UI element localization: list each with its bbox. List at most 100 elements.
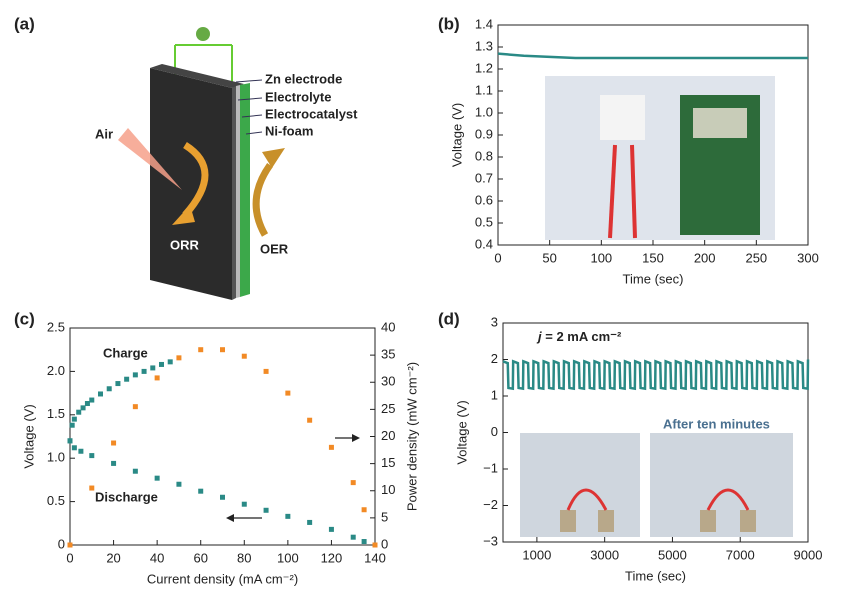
data-point bbox=[241, 501, 247, 507]
x-tick-label: 120 bbox=[321, 550, 343, 565]
x-axis-title: Current density (mA cm⁻²) bbox=[147, 571, 298, 586]
y-tick-label: 0.6 bbox=[475, 192, 493, 207]
data-point bbox=[111, 460, 117, 466]
x-tick-label: 60 bbox=[193, 550, 207, 565]
data-point bbox=[80, 405, 86, 411]
data-line bbox=[497, 52, 808, 60]
data-point bbox=[98, 391, 103, 397]
plot-frame bbox=[69, 327, 376, 546]
data-point bbox=[124, 376, 130, 382]
y-tick-label: 0 bbox=[58, 536, 65, 551]
data-line bbox=[502, 359, 810, 391]
data-point bbox=[84, 401, 90, 407]
y-tick-label: 0.5 bbox=[47, 493, 65, 508]
y-tick-label: 2.5 bbox=[47, 319, 65, 334]
y-tick-label: 1.4 bbox=[475, 16, 493, 31]
data-point bbox=[372, 542, 378, 548]
x-tick-label: 3000 bbox=[590, 547, 619, 562]
y-tick-label: −3 bbox=[483, 533, 498, 548]
layer-label: Electrolyte bbox=[265, 89, 331, 104]
layer-label: Ni-foam bbox=[265, 123, 313, 138]
data-point bbox=[198, 347, 204, 353]
x-axis-title: Time (sec) bbox=[623, 271, 684, 286]
y2-tick-label: 5 bbox=[381, 509, 388, 524]
data-point bbox=[176, 355, 182, 361]
data-point bbox=[115, 381, 121, 387]
data-point bbox=[132, 372, 138, 378]
x-tick-label: 50 bbox=[542, 250, 556, 265]
data-point bbox=[106, 386, 112, 392]
y-tick-label: 1.0 bbox=[475, 104, 493, 119]
x-tick-label: 7000 bbox=[726, 547, 755, 562]
y-tick-label: 1.0 bbox=[47, 450, 65, 465]
y-tick-label: 1.5 bbox=[47, 406, 65, 421]
y-tick-label: 0 bbox=[491, 424, 498, 439]
x-tick-label: 0 bbox=[66, 550, 73, 565]
y-tick-label: 2.0 bbox=[47, 363, 65, 378]
x-tick-label: 250 bbox=[745, 250, 767, 265]
photo bbox=[545, 76, 775, 240]
series-label: Discharge bbox=[95, 489, 158, 504]
data-point bbox=[89, 485, 95, 491]
air-label: Air bbox=[95, 126, 113, 141]
y-tick-label: 0.5 bbox=[475, 214, 493, 229]
y-tick-label: 1.2 bbox=[475, 60, 493, 75]
y2-tick-label: 30 bbox=[381, 374, 395, 389]
orr-label: ORR bbox=[170, 237, 200, 252]
y2-tick-label: 40 bbox=[381, 319, 395, 334]
data-point bbox=[76, 409, 82, 415]
data-point bbox=[71, 416, 77, 422]
oer-label: OER bbox=[260, 241, 289, 256]
y-axis-title: Voltage (V) bbox=[454, 400, 469, 464]
annotation: j = 2 mA cm⁻² bbox=[536, 329, 622, 344]
annotation: After ten minutes bbox=[663, 416, 770, 431]
data-point bbox=[141, 368, 147, 374]
y-tick-label: 1.3 bbox=[475, 38, 493, 53]
y-axis-title: Voltage (V) bbox=[21, 404, 36, 468]
x-tick-label: 40 bbox=[150, 550, 164, 565]
data-point bbox=[154, 375, 160, 381]
x-axis-title: Time (sec) bbox=[625, 568, 686, 583]
data-point bbox=[89, 453, 95, 459]
x-tick-label: 100 bbox=[277, 550, 299, 565]
data-point bbox=[263, 368, 269, 374]
layer-label: Electrocatalyst bbox=[265, 106, 358, 121]
photo bbox=[520, 433, 793, 537]
panel-label: (a) bbox=[14, 14, 35, 33]
y-tick-label: 0.8 bbox=[475, 148, 493, 163]
x-tick-label: 150 bbox=[642, 250, 664, 265]
y-axis-title: Voltage (V) bbox=[449, 103, 464, 167]
x-tick-label: 5000 bbox=[658, 547, 687, 562]
annotation: = 2 mA cm⁻² bbox=[542, 329, 622, 344]
data-point bbox=[132, 468, 138, 474]
x-tick-label: 140 bbox=[364, 550, 386, 565]
data-point bbox=[220, 494, 225, 500]
data-point bbox=[263, 507, 269, 513]
data-point bbox=[111, 440, 117, 446]
x-tick-label: 9000 bbox=[794, 547, 823, 562]
data-point bbox=[220, 347, 225, 353]
data-point bbox=[285, 390, 291, 396]
y-tick-label: 0.9 bbox=[475, 126, 493, 141]
data-point bbox=[89, 397, 95, 403]
data-point bbox=[132, 404, 138, 410]
data-point bbox=[328, 526, 334, 532]
y-tick-label: 1.1 bbox=[475, 82, 493, 97]
y2-tick-label: 25 bbox=[381, 401, 395, 416]
panel-label: (b) bbox=[438, 14, 460, 33]
data-point bbox=[150, 365, 156, 371]
data-point bbox=[307, 417, 313, 423]
data-point bbox=[78, 448, 84, 454]
data-point bbox=[350, 480, 356, 486]
data-point bbox=[67, 542, 73, 548]
x-tick-label: 1000 bbox=[522, 547, 551, 562]
y2-tick-label: 15 bbox=[381, 455, 395, 470]
data-point bbox=[67, 438, 73, 444]
layer-label: Zn electrode bbox=[265, 71, 342, 86]
data-point bbox=[285, 513, 291, 519]
panel-label: (c) bbox=[14, 309, 35, 328]
x-tick-label: 20 bbox=[106, 550, 120, 565]
y-tick-label: 2 bbox=[491, 351, 498, 366]
x-tick-label: 100 bbox=[590, 250, 612, 265]
